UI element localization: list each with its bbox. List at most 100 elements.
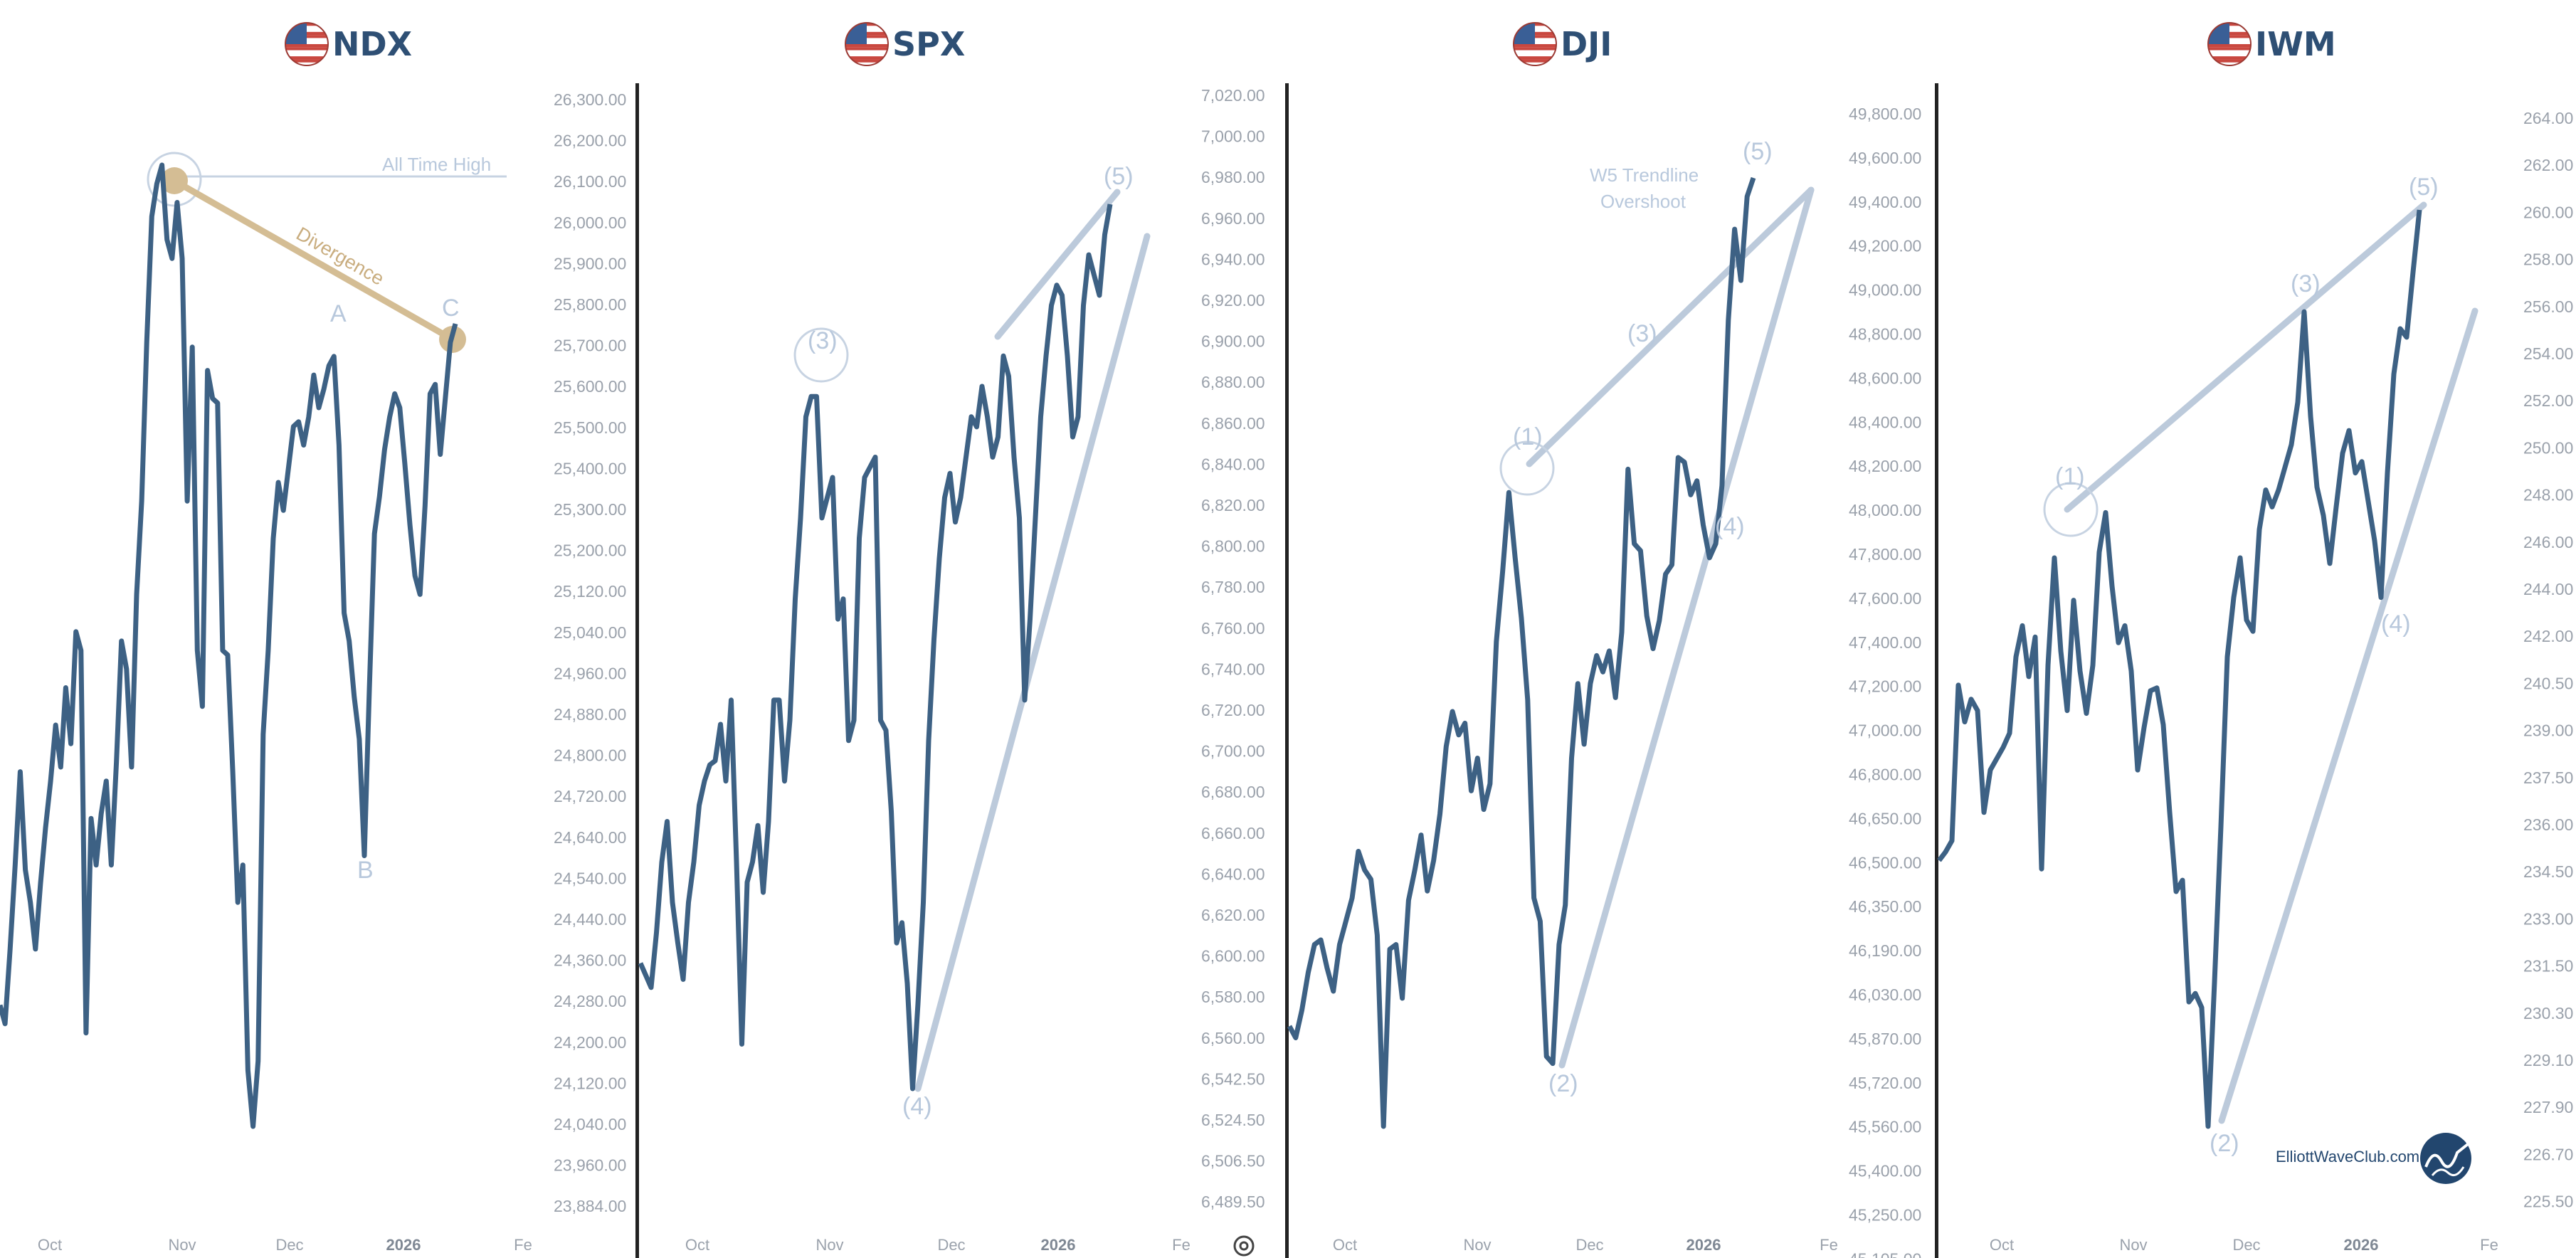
y-tick-label: 25,120.00 [554,582,626,601]
brand-text: ElliottWaveClub.com [2276,1148,2419,1166]
y-tick-label: 250.00 [2523,438,2573,457]
y-tick-label: 24,200.00 [554,1033,626,1052]
y-tick-label: 248.00 [2523,486,2573,504]
gear-icon[interactable] [1233,1235,1255,1257]
y-tick-label: 6,960.00 [1201,209,1265,228]
y-tick-label: 46,190.00 [1849,941,1921,960]
y-tick-label: 49,600.00 [1849,149,1921,167]
x-tick-label: Dec [275,1236,303,1254]
wave-label-4: (4) [1715,513,1745,540]
y-tick-label: 231.50 [2523,957,2573,976]
lower-trendline [2218,307,2479,1124]
y-tick-label: 24,720.00 [554,787,626,805]
y-axis: 264.00 262.00 260.00 258.00 256.00 254.00 252.… [2523,109,2573,1211]
y-tick-label: 24,540.00 [554,869,626,887]
y-tick-label: 49,400.00 [1849,193,1921,211]
y-tick-label: 24,360.00 [554,951,626,970]
y-tick-label: 46,800.00 [1849,766,1921,784]
y-tick-label: 45,400.00 [1849,1162,1921,1180]
x-tick-label: Dec [1575,1236,1603,1254]
y-tick-label: 48,000.00 [1849,501,1921,519]
x-tick-label: 2026 [1041,1236,1076,1254]
y-tick-label: 234.50 [2523,862,2573,881]
y-tick-label: 45,250.00 [1849,1206,1921,1225]
price-line [1937,209,2422,1129]
x-axis: Oct Nov Dec 2026 Fe [1333,1236,1838,1254]
x-tick-label: Fe [514,1236,532,1254]
x-tick-label: Dec [2232,1236,2260,1254]
x-axis: Oct Nov Dec 2026 Fe [685,1236,1191,1254]
price-line [0,162,458,1129]
y-tick-label: 25,300.00 [554,500,626,519]
y-tick-label: 48,800.00 [1849,325,1921,344]
price-line [638,204,1113,1092]
y-tick-label: 236.00 [2523,815,2573,834]
wave-label-4: (4) [2381,610,2411,638]
chart-title: NDX [332,25,412,63]
y-tick-label: 25,800.00 [554,295,626,314]
x-tick-label: Oct [1333,1236,1357,1254]
y-tick-label: 24,440.00 [554,910,626,929]
x-tick-label: Fe [1172,1236,1191,1254]
y-tick-label: 45,720.00 [1849,1074,1921,1092]
y-tick-label: 242.00 [2523,627,2573,645]
y-tick-label: 25,200.00 [554,541,626,560]
y-tick-label: 49,800.00 [1849,105,1921,123]
panel-divider [635,83,639,1258]
x-tick-label: Dec [937,1236,965,1254]
y-tick-label: 26,300.00 [554,90,626,109]
y-tick-label: 256.00 [2523,297,2573,316]
panel-dji: DJI 49,800.00 49,600.00 49,400.00 49,200.00… [1287,22,1921,1258]
y-tick-label: 254.00 [2523,344,2573,363]
chart-title: SPX [892,25,965,63]
y-tick-label: 6,920.00 [1201,291,1265,310]
chart-title: DJI [1561,25,1612,63]
y-tick-label: 25,700.00 [554,337,626,355]
y-tick-label: 7,020.00 [1201,86,1265,105]
wave-1-circle [2043,482,2099,537]
y-tick-label: 26,100.00 [554,172,626,191]
y-tick-label: 24,120.00 [554,1074,626,1092]
y-tick-label: 25,400.00 [554,459,626,477]
y-tick-label: 252.00 [2523,391,2573,410]
y-tick-label: 48,400.00 [1849,413,1921,431]
y-tick-label: 6,680.00 [1201,783,1265,801]
y-tick-label: 47,400.00 [1849,633,1921,652]
y-tick-label: 229.10 [2523,1051,2573,1069]
y-tick-label: 47,000.00 [1849,722,1921,740]
y-tick-label: 49,200.00 [1849,237,1921,255]
wave-label-2: (2) [1548,1070,1578,1097]
y-axis: 7,020.00 7,000.00 6,980.00 6,960.00 6,940.00… [1201,86,1265,1211]
y-tick-label: 239.00 [2523,722,2573,740]
y-tick-label: 6,820.00 [1201,496,1265,514]
y-tick-label: 6,580.00 [1201,988,1265,1006]
y-tick-label: 225.50 [2523,1193,2573,1211]
panel-divider [1935,83,1938,1258]
y-tick-label: 262.00 [2523,156,2573,174]
y-tick-label: 23,960.00 [554,1156,626,1175]
brand-watermark[interactable]: ElliottWaveClub.com [2276,1133,2471,1184]
plot-area: (1) (2) (3) (4) (5) [1937,174,2479,1157]
x-tick-label: Nov [1463,1236,1491,1254]
wave-label-b: B [357,857,374,884]
all-time-high-label: All Time High [382,154,491,175]
panel-spx: SPX 7,020.00 7,000.00 6,980.00 6,960.00 6,94… [638,22,1265,1254]
wave-label-1: (1) [2055,463,2085,490]
x-tick-label: Nov [168,1236,196,1254]
plot-area: All Time High Divergence A B C [0,152,507,1129]
y-tick-label: 264.00 [2523,109,2573,127]
y-tick-label: 25,500.00 [554,418,626,437]
y-tick-label: 6,980.00 [1201,168,1265,186]
panel-divider [1285,83,1289,1258]
wave-label-5: (5) [1104,163,1134,190]
lower-trendline [914,233,1151,1092]
y-tick-label: 246.00 [2523,533,2573,551]
x-axis: Oct Nov Dec 2026 Fe [1990,1236,2498,1254]
us-flag-icon [285,22,329,66]
y-tick-label: 6,542.50 [1201,1069,1265,1088]
y-tick-label: 45,560.00 [1849,1118,1921,1136]
y-tick-label: 45,870.00 [1849,1030,1921,1048]
y-tick-label: 24,280.00 [554,992,626,1010]
plot-area: (3) (4) (5) [638,163,1151,1120]
wave-label-3: (3) [808,327,838,354]
